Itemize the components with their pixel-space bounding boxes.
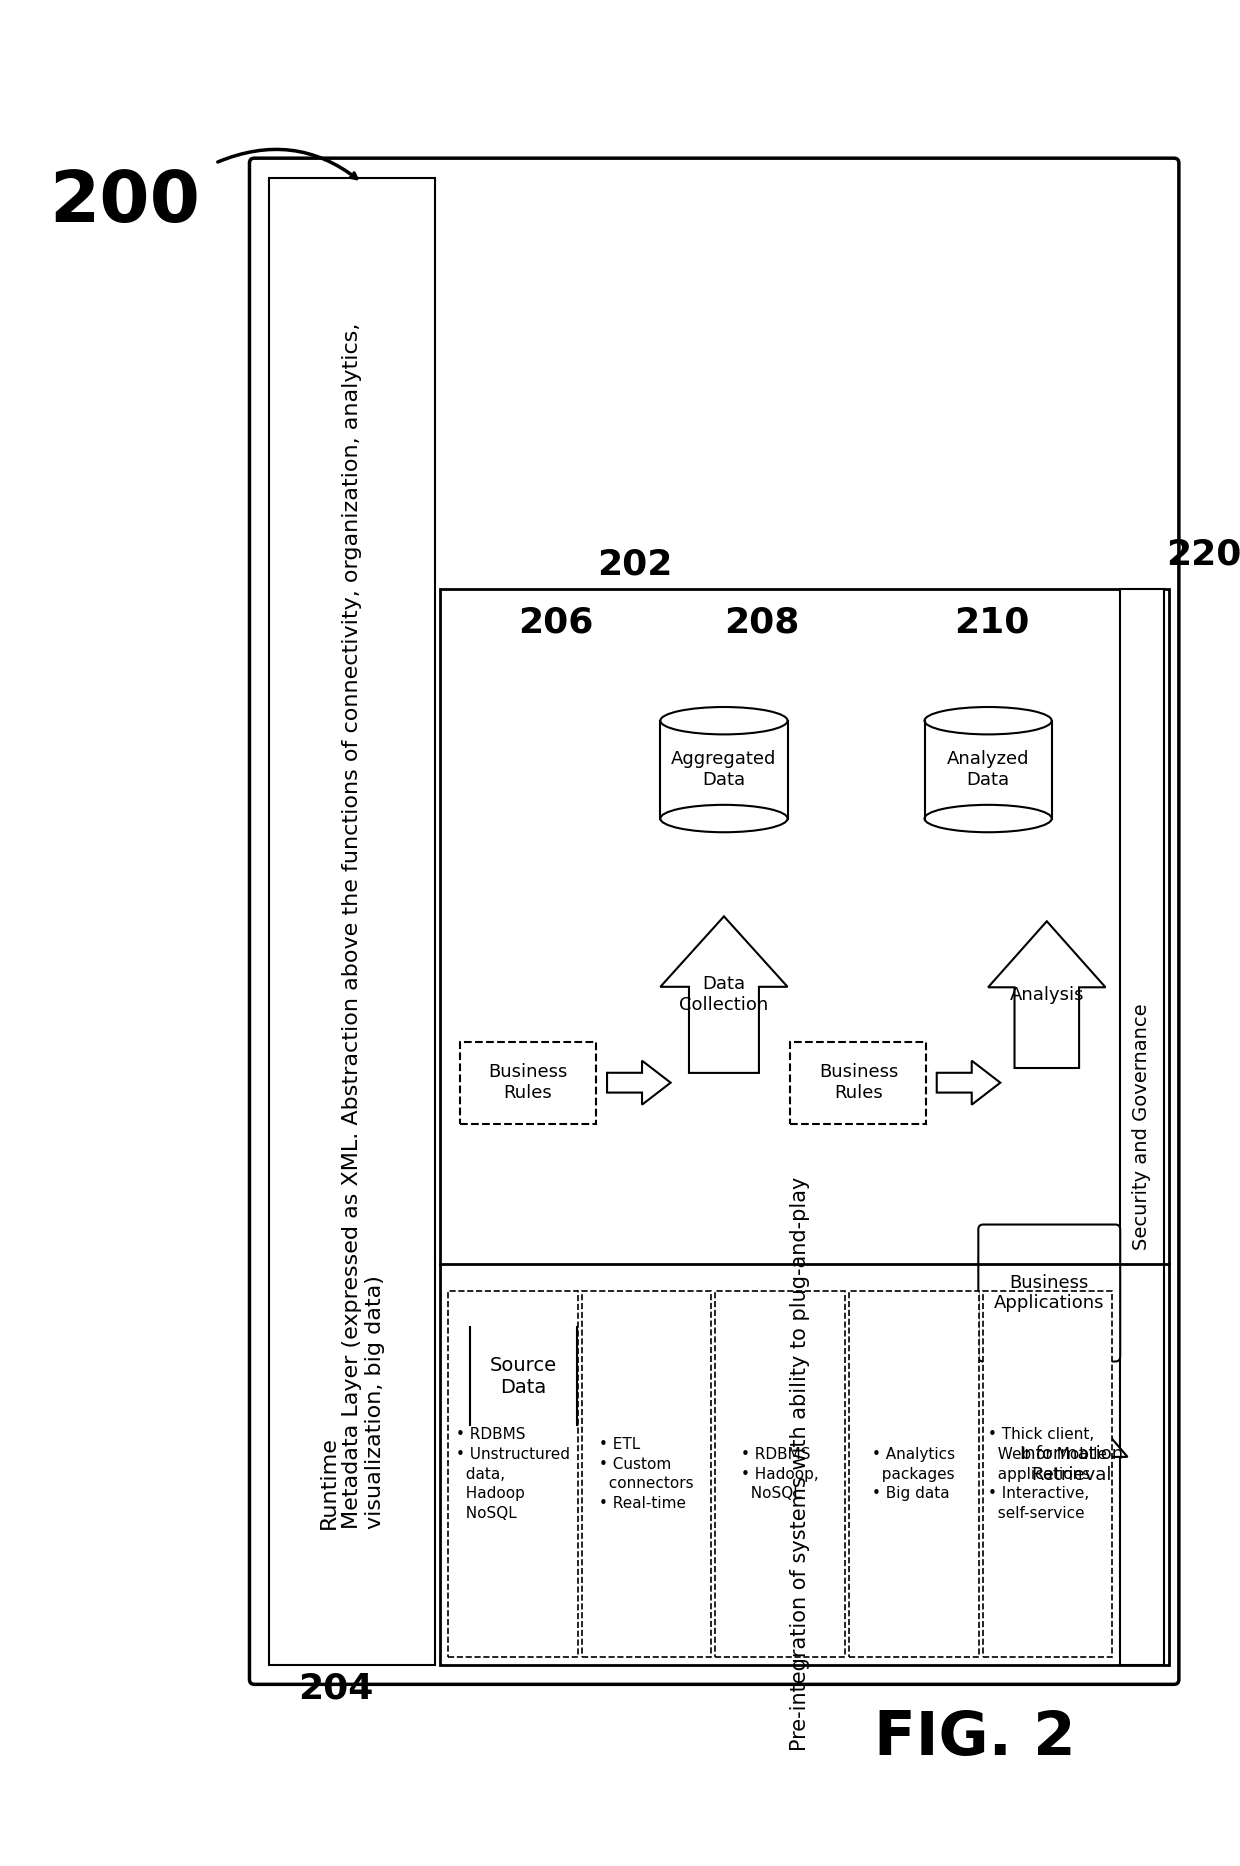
FancyBboxPatch shape: [249, 159, 1179, 1685]
Text: • Thick client,
  Web or Mobile
  applications
• Interactive,
  self-service: • Thick client, Web or Mobile applicatio…: [988, 1427, 1107, 1521]
Ellipse shape: [661, 804, 787, 832]
FancyBboxPatch shape: [978, 1224, 1120, 1362]
FancyBboxPatch shape: [269, 177, 435, 1664]
Text: 206: 206: [518, 606, 594, 640]
Polygon shape: [608, 1060, 671, 1105]
Text: Pre-integration of systems with ability to plug-and-play: Pre-integration of systems with ability …: [790, 1177, 810, 1752]
Ellipse shape: [470, 1314, 577, 1342]
FancyBboxPatch shape: [1120, 588, 1164, 1664]
Text: • Analytics
  packages
• Big data: • Analytics packages • Big data: [872, 1446, 955, 1502]
Ellipse shape: [925, 804, 1052, 832]
Text: Information
Retrieval: Information Retrieval: [1019, 1444, 1123, 1483]
FancyBboxPatch shape: [460, 1041, 595, 1123]
Text: Source
Data: Source Data: [490, 1357, 557, 1396]
Text: Aggregated
Data: Aggregated Data: [671, 750, 776, 789]
Text: Analyzed
Data: Analyzed Data: [947, 750, 1029, 789]
Text: FIG. 2: FIG. 2: [874, 1709, 1076, 1767]
Text: Security and Governance: Security and Governance: [1132, 1004, 1151, 1250]
Text: 204: 204: [299, 1672, 373, 1706]
FancyBboxPatch shape: [849, 1291, 978, 1657]
Text: Runtime
Metadata Layer (expressed as XML. Abstraction above the functions of con: Runtime Metadata Layer (expressed as XML…: [319, 323, 386, 1530]
Ellipse shape: [470, 1411, 577, 1439]
FancyBboxPatch shape: [790, 1041, 926, 1123]
Bar: [925, 720, 1052, 819]
FancyBboxPatch shape: [440, 588, 1169, 1664]
Polygon shape: [1016, 1390, 1127, 1538]
Bar: [470, 1327, 577, 1426]
Text: 202: 202: [596, 547, 672, 580]
Polygon shape: [988, 922, 1106, 1067]
Text: 200: 200: [48, 168, 200, 237]
Text: • RDBMS
• Unstructured
  data,
  Hadoop
  NoSQL: • RDBMS • Unstructured data, Hadoop NoSQ…: [456, 1427, 570, 1521]
Text: • RDBMS
• Hadoop,
  NoSQL: • RDBMS • Hadoop, NoSQL: [742, 1446, 820, 1502]
Text: 210: 210: [954, 606, 1029, 640]
Text: Business
Applications: Business Applications: [994, 1274, 1105, 1312]
Polygon shape: [936, 1060, 1001, 1105]
FancyBboxPatch shape: [448, 1291, 578, 1657]
Ellipse shape: [661, 707, 787, 735]
Text: Analysis: Analysis: [1009, 985, 1084, 1004]
FancyBboxPatch shape: [715, 1291, 846, 1657]
Polygon shape: [661, 916, 787, 1073]
FancyBboxPatch shape: [582, 1291, 712, 1657]
Bar: [661, 720, 787, 819]
Text: Data
Collection: Data Collection: [680, 976, 769, 1013]
Text: • ETL
• Custom
  connectors
• Real-time: • ETL • Custom connectors • Real-time: [599, 1437, 694, 1511]
Text: Business
Rules: Business Rules: [489, 1064, 568, 1103]
Text: 208: 208: [724, 606, 800, 640]
FancyBboxPatch shape: [982, 1291, 1112, 1657]
Text: 220: 220: [1166, 537, 1240, 571]
Text: Business
Rules: Business Rules: [818, 1064, 898, 1103]
Ellipse shape: [925, 707, 1052, 735]
